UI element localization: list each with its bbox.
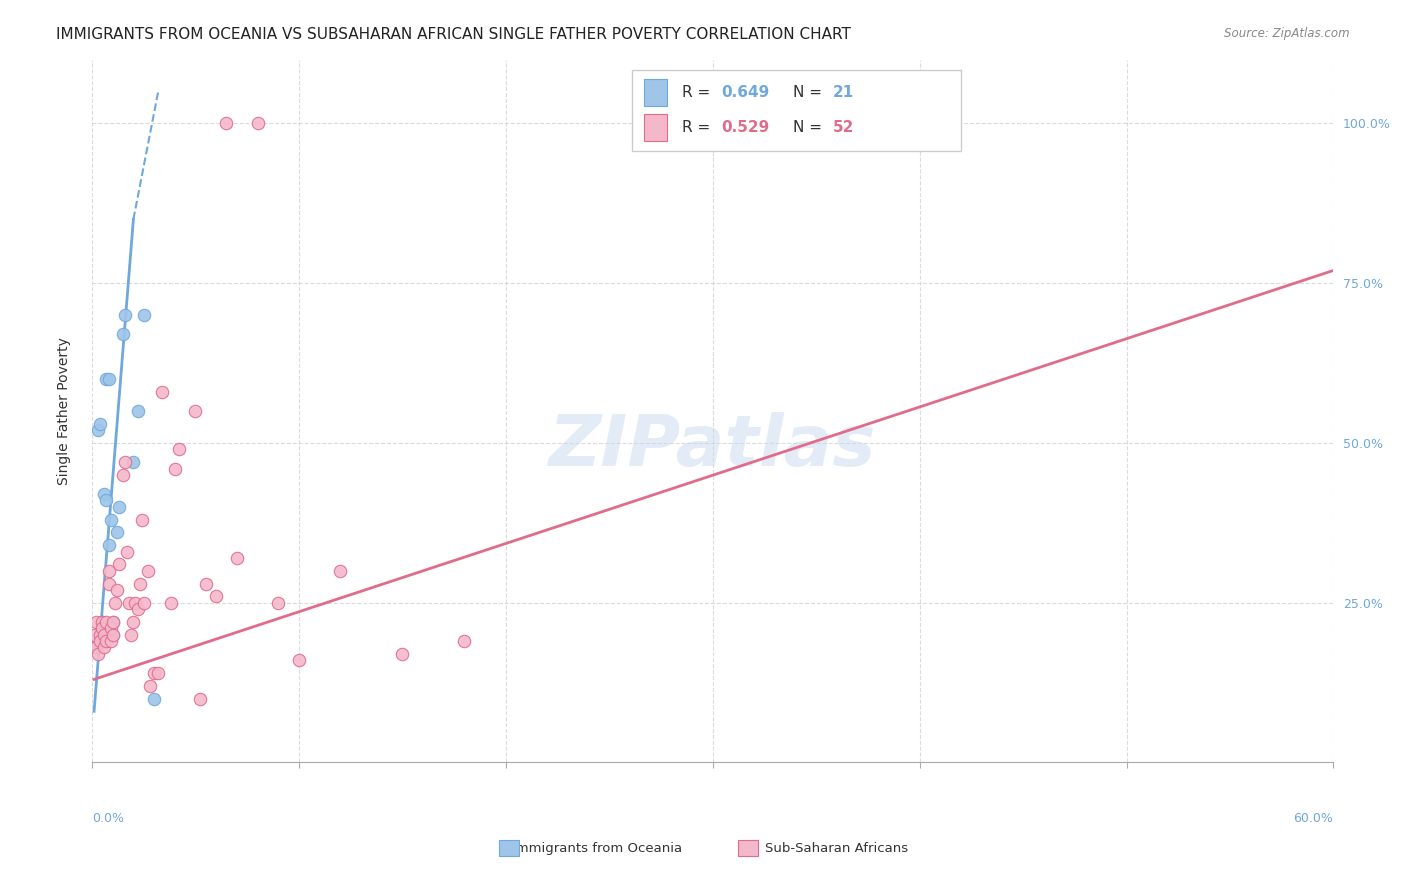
Point <box>96 372 118 386</box>
Text: R =: R = <box>682 120 714 136</box>
Point <box>205 589 228 603</box>
Text: Immigrants from Oceania: Immigrants from Oceania <box>513 841 682 855</box>
Point <box>288 653 311 667</box>
Point <box>104 596 127 610</box>
Point <box>97 372 120 386</box>
Point <box>267 596 290 610</box>
FancyBboxPatch shape <box>644 79 666 106</box>
Point <box>96 493 118 508</box>
Point <box>453 634 475 648</box>
Point <box>101 615 124 629</box>
Point <box>91 615 114 629</box>
Point <box>84 640 107 655</box>
Text: Source: ZipAtlas.com: Source: ZipAtlas.com <box>1225 27 1350 40</box>
Text: 60.0%: 60.0% <box>1294 812 1333 824</box>
Point <box>131 513 153 527</box>
Point <box>100 513 122 527</box>
Point <box>108 500 131 514</box>
Point <box>112 327 135 342</box>
Point <box>97 576 120 591</box>
Text: 52: 52 <box>834 120 855 136</box>
Point <box>188 691 211 706</box>
Point <box>89 634 111 648</box>
Point <box>329 564 352 578</box>
Point <box>184 404 207 418</box>
Point <box>97 564 120 578</box>
Point <box>100 634 122 648</box>
Point <box>122 455 145 469</box>
Text: ZIPatlas: ZIPatlas <box>548 411 876 481</box>
Point <box>148 665 170 680</box>
FancyBboxPatch shape <box>644 114 666 141</box>
Point <box>87 647 110 661</box>
Text: IMMIGRANTS FROM OCEANIA VS SUBSAHARAN AFRICAN SINGLE FATHER POVERTY CORRELATION : IMMIGRANTS FROM OCEANIA VS SUBSAHARAN AF… <box>56 27 851 42</box>
Point <box>105 525 128 540</box>
Point <box>105 582 128 597</box>
Point <box>150 384 173 399</box>
Point <box>139 679 162 693</box>
Point <box>115 544 138 558</box>
Text: 21: 21 <box>834 85 855 100</box>
Point <box>163 461 186 475</box>
Text: 0.0%: 0.0% <box>91 812 124 824</box>
Point <box>96 634 118 648</box>
Point <box>97 538 120 552</box>
Point <box>93 640 115 655</box>
Point <box>215 116 238 130</box>
Point <box>391 647 413 661</box>
Text: N =: N = <box>793 85 827 100</box>
Point <box>83 640 105 655</box>
FancyBboxPatch shape <box>633 70 960 151</box>
Point <box>108 558 131 572</box>
Point <box>101 627 124 641</box>
Point <box>89 417 111 431</box>
Point <box>101 615 124 629</box>
Point <box>91 615 114 629</box>
Point <box>120 627 142 641</box>
Point <box>127 404 149 418</box>
Point <box>91 621 114 635</box>
Text: R =: R = <box>682 85 714 100</box>
Point <box>118 596 141 610</box>
Point <box>132 308 155 322</box>
Point <box>101 627 124 641</box>
Point <box>93 627 115 641</box>
Point <box>93 487 115 501</box>
Point <box>143 665 166 680</box>
Point <box>122 615 145 629</box>
Point <box>87 423 110 437</box>
Point <box>83 627 105 641</box>
Point <box>167 442 190 457</box>
Point <box>225 551 247 566</box>
Point <box>143 691 166 706</box>
Point <box>128 576 150 591</box>
Text: 0.649: 0.649 <box>721 85 769 100</box>
Point <box>124 596 146 610</box>
Point <box>114 308 136 322</box>
Point <box>132 596 155 610</box>
Point <box>114 455 136 469</box>
Point <box>127 602 149 616</box>
Point <box>112 467 135 482</box>
Point <box>100 621 122 635</box>
Point <box>246 116 269 130</box>
Point <box>91 627 114 641</box>
Point <box>136 564 159 578</box>
Text: 0.529: 0.529 <box>721 120 769 136</box>
Text: N =: N = <box>793 120 827 136</box>
Text: Sub-Saharan Africans: Sub-Saharan Africans <box>765 841 908 855</box>
Point <box>89 627 111 641</box>
Y-axis label: Single Father Poverty: Single Father Poverty <box>58 337 72 485</box>
Point <box>159 596 181 610</box>
Point <box>194 576 217 591</box>
Point <box>84 615 107 629</box>
Point <box>96 615 118 629</box>
